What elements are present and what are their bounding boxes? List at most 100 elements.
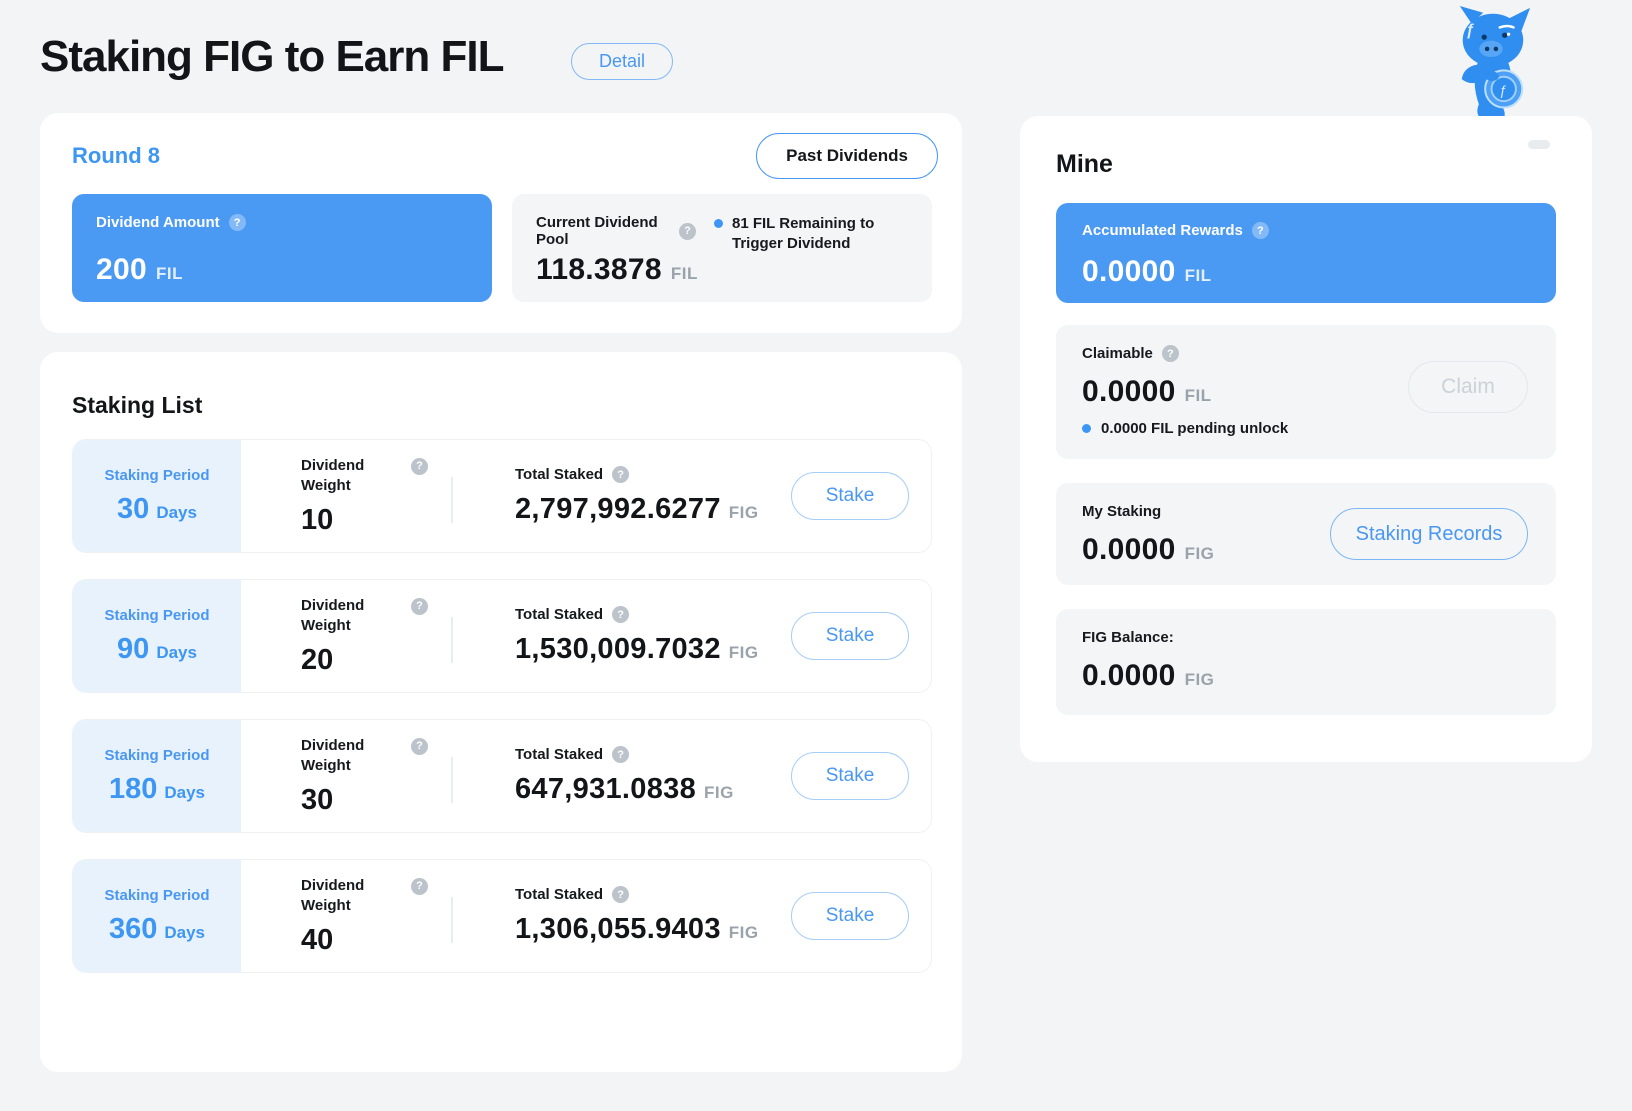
past-dividends-button[interactable]: Past Dividends — [756, 133, 938, 179]
dividend-pool-unit: FIL — [670, 264, 698, 283]
dividend-weight-block: Dividend Weight ? 30 — [301, 736, 451, 817]
total-staked-value: 1,530,009.7032 — [515, 633, 721, 665]
dividend-weight-value: 30 — [301, 783, 334, 816]
bullet-dot-icon — [714, 219, 723, 228]
svg-text:ƒ: ƒ — [1499, 83, 1507, 98]
mine-title: Mine — [1056, 150, 1113, 178]
my-staking-label: My Staking — [1082, 503, 1162, 520]
dividend-weight-block: Dividend Weight ? 10 — [301, 456, 451, 537]
total-staked-block: Total Staked ? 647,931.0838 FIG — [515, 746, 734, 806]
divider — [451, 617, 453, 663]
claimable-value: 0.0000 — [1082, 375, 1176, 408]
help-icon[interactable]: ? — [1161, 345, 1179, 362]
staking-records-button[interactable]: Staking Records — [1330, 508, 1528, 560]
claimable-card: Claimable ? 0.0000 FIL 0.0000 FIL pendin… — [1056, 325, 1556, 459]
divider — [451, 757, 453, 803]
fig-balance-card: FIG Balance: 0.0000 FIG — [1056, 609, 1556, 715]
stake-button[interactable]: Stake — [791, 892, 909, 940]
pending-unlock-text: 0.0000 FIL pending unlock — [1101, 420, 1289, 437]
fil-unit: FIL — [1184, 266, 1212, 285]
dividend-pool-label: Current Dividend Pool — [536, 214, 658, 248]
dividend-weight-label: Dividend Weight — [301, 736, 365, 774]
round-label: Round 8 — [72, 143, 160, 168]
panel-handle — [1528, 140, 1550, 149]
pool-remaining-note: 81 FIL Remaining to Trigger Dividend — [714, 214, 908, 254]
total-staked-label: Total Staked — [515, 606, 604, 623]
bullet-dot-icon — [1082, 424, 1091, 433]
fil-unit: FIL — [1184, 386, 1212, 405]
accumulated-rewards-value: 0.0000 — [1082, 255, 1176, 288]
divider — [451, 477, 453, 523]
stake-button[interactable]: Stake — [791, 752, 909, 800]
total-staked-label: Total Staked — [515, 886, 604, 903]
claim-button[interactable]: Claim — [1408, 361, 1528, 413]
staking-period-block: Staking Period 180 Days — [73, 720, 241, 832]
staking-row: Staking Period 90 Days Dividend Weight ?… — [72, 579, 932, 693]
help-icon[interactable]: ? — [411, 737, 428, 755]
page-title: Staking FIG to Earn FIL — [40, 32, 504, 81]
dividend-pool-value: 118.3878 — [536, 253, 662, 286]
accumulated-rewards-card: Accumulated Rewards ? 0.0000 FIL — [1056, 203, 1556, 303]
fig-unit: FIG — [1184, 670, 1215, 689]
fig-balance-value: 0.0000 — [1082, 659, 1176, 692]
help-icon[interactable]: ? — [411, 597, 428, 615]
help-icon[interactable]: ? — [612, 466, 630, 483]
help-icon[interactable]: ? — [1251, 222, 1269, 239]
staking-period-label: Staking Period — [104, 606, 210, 624]
claimable-label: Claimable — [1082, 345, 1153, 362]
fig-balance-label: FIG Balance: — [1082, 629, 1174, 646]
help-icon[interactable]: ? — [612, 886, 630, 903]
dividend-weight-label: Dividend Weight — [301, 596, 365, 634]
help-icon[interactable]: ? — [411, 877, 428, 895]
dividend-weight-block: Dividend Weight ? 20 — [301, 596, 451, 677]
dividend-weight-value: 10 — [301, 503, 334, 536]
total-staked-block: Total Staked ? 1,306,055.9403 FIG — [515, 886, 759, 946]
total-staked-value: 1,306,055.9403 — [515, 913, 721, 945]
dividend-weight-value: 40 — [301, 923, 334, 956]
my-staking-card: My Staking 0.0000 FIG Staking Records — [1056, 483, 1556, 585]
staking-period-block: Staking Period 360 Days — [73, 860, 241, 972]
mine-panel: Mine Accumulated Rewards ? 0.0000 FIL Cl… — [1020, 116, 1592, 762]
days-suffix: Days — [156, 642, 197, 662]
pending-unlock-row: 0.0000 FIL pending unlock — [1082, 420, 1530, 437]
dividend-amount-label: Dividend Amount — [96, 214, 220, 231]
round-card: Round 8 Past Dividends Dividend Amount ?… — [40, 113, 962, 333]
help-icon[interactable]: ? — [612, 606, 630, 623]
svg-text:ƒ: ƒ — [1466, 22, 1475, 39]
staking-row: Staking Period 30 Days Dividend Weight ?… — [72, 439, 932, 553]
pool-remaining-text: 81 FIL Remaining to Trigger Dividend — [732, 215, 875, 252]
staking-period-days: 180 — [108, 772, 158, 805]
dividend-pool-card: Current Dividend Pool ? 81 FIL Remaining… — [512, 194, 932, 302]
accumulated-rewards-label: Accumulated Rewards — [1082, 222, 1243, 239]
dividend-amount-unit: FIL — [155, 264, 183, 283]
help-icon[interactable]: ? — [612, 746, 630, 763]
fig-unit: FIG — [1184, 544, 1215, 563]
days-suffix: Days — [164, 922, 206, 942]
help-icon[interactable]: ? — [411, 457, 428, 475]
total-staked-label: Total Staked — [515, 746, 604, 763]
staking-period-days: 90 — [117, 632, 150, 665]
help-icon[interactable]: ? — [679, 222, 696, 240]
staking-period-days: 30 — [117, 492, 150, 525]
help-icon[interactable]: ? — [228, 214, 246, 231]
staking-period-label: Staking Period — [104, 746, 210, 764]
fig-unit: FIG — [704, 783, 734, 802]
detail-button[interactable]: Detail — [571, 43, 674, 80]
total-staked-block: Total Staked ? 1,530,009.7032 FIG — [515, 606, 759, 666]
pig-mascot-icon: ƒ ƒ — [1459, 5, 1531, 124]
stake-button[interactable]: Stake — [791, 472, 909, 520]
days-suffix: Days — [156, 502, 197, 522]
stake-button[interactable]: Stake — [791, 612, 909, 660]
staking-period-block: Staking Period 30 Days — [73, 440, 241, 552]
dividend-weight-label: Dividend Weight — [301, 456, 365, 494]
days-suffix: Days — [164, 782, 206, 802]
staking-period-label: Staking Period — [104, 886, 210, 904]
staking-list-card: Staking List Staking Period 30 Days Divi… — [40, 352, 962, 1072]
my-staking-value: 0.0000 — [1082, 533, 1176, 566]
dividend-weight-block: Dividend Weight ? 40 — [301, 876, 451, 957]
dividend-weight-value: 20 — [301, 643, 334, 676]
staking-row: Staking Period 360 Days Dividend Weight … — [72, 859, 932, 973]
staking-period-label: Staking Period — [104, 466, 210, 484]
total-staked-label: Total Staked — [515, 466, 604, 483]
